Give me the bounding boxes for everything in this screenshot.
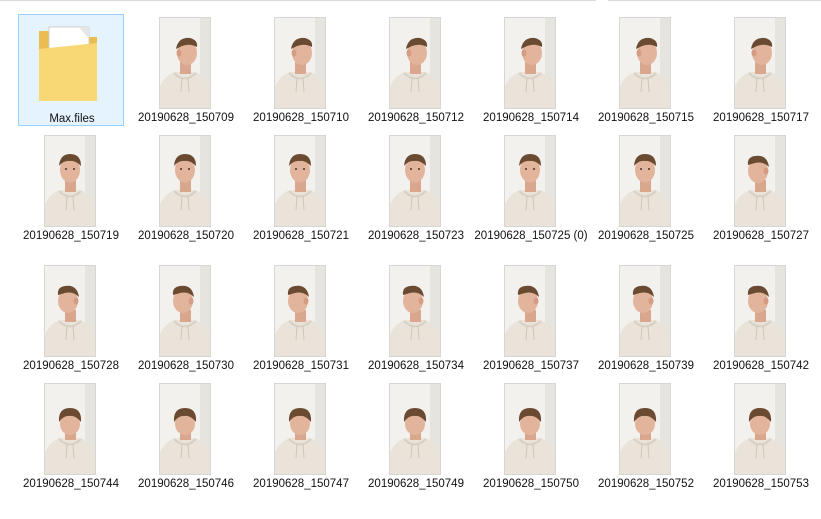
file-name-label: 20190628_150728: [23, 360, 119, 372]
file-item[interactable]: 20190628_150719: [18, 132, 124, 244]
photo-thumbnail: [504, 265, 556, 357]
file-item[interactable]: 20190628_150739: [593, 262, 699, 374]
photo-thumbnail: [44, 135, 96, 227]
file-item[interactable]: 20190628_150715: [593, 14, 699, 126]
file-item[interactable]: 20190628_150714: [478, 14, 584, 126]
file-item[interactable]: 20190628_150749: [363, 380, 469, 492]
folder-icon: [37, 21, 101, 105]
file-name-label: 20190628_150721: [253, 230, 349, 242]
file-item[interactable]: 20190628_150746: [133, 380, 239, 492]
file-name-label: 20190628_150725: [598, 230, 694, 242]
file-name-label: 20190628_150723: [368, 230, 464, 242]
file-name-label: 20190628_150730: [138, 360, 234, 372]
file-name-label: 20190628_150749: [368, 478, 464, 490]
photo-thumbnail: [159, 265, 211, 357]
file-name-label: 20190628_150752: [598, 478, 694, 490]
photo-thumbnail: [159, 135, 211, 227]
file-name-label: 20190628_150710: [253, 112, 349, 124]
file-item[interactable]: 20190628_150753: [708, 380, 814, 492]
file-name-label: 20190628_150712: [368, 112, 464, 124]
photo-thumbnail: [619, 17, 671, 109]
file-name-label: 20190628_150725 (0): [474, 230, 588, 242]
file-name-label: 20190628_150747: [253, 478, 349, 490]
file-item[interactable]: 20190628_150728: [18, 262, 124, 374]
photo-thumbnail: [504, 135, 556, 227]
photo-thumbnail: [504, 17, 556, 109]
photo-thumbnail: [44, 383, 96, 475]
file-name-label: 20190628_150727: [713, 230, 809, 242]
file-name-label: 20190628_150750: [483, 478, 579, 490]
photo-thumbnail: [159, 383, 211, 475]
file-item[interactable]: 20190628_150744: [18, 380, 124, 492]
file-name-label: 20190628_150734: [368, 360, 464, 372]
photo-thumbnail: [734, 265, 786, 357]
photo-thumbnail: [734, 383, 786, 475]
photo-thumbnail: [734, 17, 786, 109]
file-item[interactable]: 20190628_150737: [478, 262, 584, 374]
photo-thumbnail: [389, 383, 441, 475]
top-divider-left: [0, 0, 596, 1]
file-item[interactable]: 20190628_150750: [478, 380, 584, 492]
file-name-label: 20190628_150719: [23, 230, 119, 242]
photo-thumbnail: [734, 135, 786, 227]
file-item[interactable]: 20190628_150720: [133, 132, 239, 244]
file-item[interactable]: 20190628_150734: [363, 262, 469, 374]
photo-thumbnail: [274, 17, 326, 109]
file-item[interactable]: 20190628_150721: [248, 132, 354, 244]
file-item[interactable]: 20190628_150727: [708, 132, 814, 244]
file-name-label: 20190628_150714: [483, 112, 579, 124]
file-name-label: 20190628_150720: [138, 230, 234, 242]
file-item[interactable]: 20190628_150747: [248, 380, 354, 492]
photo-thumbnail: [389, 135, 441, 227]
photo-thumbnail: [274, 383, 326, 475]
top-divider-right: [608, 0, 821, 1]
photo-thumbnail: [619, 265, 671, 357]
photo-thumbnail: [159, 17, 211, 109]
photo-thumbnail: [389, 17, 441, 109]
file-name-label: 20190628_150731: [253, 360, 349, 372]
photo-thumbnail: [619, 383, 671, 475]
photo-thumbnail: [504, 383, 556, 475]
file-item[interactable]: 20190628_150710: [248, 14, 354, 126]
file-item[interactable]: 20190628_150709: [133, 14, 239, 126]
file-name-label: 20190628_150709: [138, 112, 234, 124]
file-name-label: Max.files: [49, 113, 95, 125]
file-item[interactable]: 20190628_150717: [708, 14, 814, 126]
file-name-label: 20190628_150746: [138, 478, 234, 490]
file-item[interactable]: 20190628_150725 (0): [474, 132, 588, 244]
file-item[interactable]: 20190628_150731: [248, 262, 354, 374]
photo-thumbnail: [619, 135, 671, 227]
file-name-label: 20190628_150737: [483, 360, 579, 372]
file-item[interactable]: 20190628_150752: [593, 380, 699, 492]
photo-thumbnail: [274, 265, 326, 357]
file-name-label: 20190628_150742: [713, 360, 809, 372]
photo-thumbnail: [274, 135, 326, 227]
file-item[interactable]: 20190628_150742: [708, 262, 814, 374]
file-name-label: 20190628_150753: [713, 478, 809, 490]
file-name-label: 20190628_150717: [713, 112, 809, 124]
photo-thumbnail: [389, 265, 441, 357]
file-item[interactable]: 20190628_150712: [363, 14, 469, 126]
file-name-label: 20190628_150739: [598, 360, 694, 372]
file-item[interactable]: 20190628_150723: [363, 132, 469, 244]
file-name-label: 20190628_150744: [23, 478, 119, 490]
file-item[interactable]: 20190628_150725: [593, 132, 699, 244]
file-name-label: 20190628_150715: [598, 112, 694, 124]
folder-item[interactable]: Max.files: [18, 14, 124, 126]
file-item[interactable]: 20190628_150730: [133, 262, 239, 374]
photo-thumbnail: [44, 265, 96, 357]
